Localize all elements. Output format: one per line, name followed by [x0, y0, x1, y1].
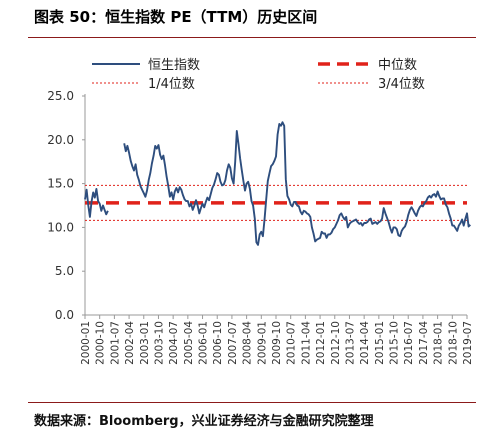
legend-label-series: 恒生指数: [148, 58, 200, 73]
x-tick-label: 2013-07: [344, 321, 356, 365]
y-tick-label: 0.0: [55, 308, 74, 322]
y-tick-label: 20.0: [47, 133, 74, 147]
x-tick-label: 2000-01: [80, 321, 92, 365]
y-axis: 0.0 5.0 10.0 15.0 20.0 25.0: [47, 89, 86, 322]
x-tick-label: 2018-10: [447, 321, 459, 365]
x-tick-label: 2000-10: [95, 321, 107, 365]
y-tick-label: 5.0: [55, 264, 74, 278]
legend-label-q3: 3/4位数: [378, 77, 425, 92]
x-tick-label: 2003-01: [139, 321, 151, 365]
legend-label-q1: 1/4位数: [148, 77, 195, 92]
y-tick-label: 15.0: [47, 177, 74, 191]
y-tick-label: 25.0: [47, 89, 74, 103]
x-tick-label: 2006-01: [198, 321, 210, 365]
x-tick-label: 2016-07: [403, 321, 415, 365]
x-tick-label: 2003-10: [153, 321, 165, 365]
x-tick-label: 2005-04: [183, 321, 195, 365]
x-tick-label: 2017-04: [418, 321, 430, 365]
x-tick-label: 2015-10: [389, 321, 401, 365]
x-tick-label: 2004-07: [168, 321, 180, 365]
x-tick-label: 2009-10: [271, 321, 283, 365]
chart-title: 图表 50：恒生指数 PE（TTM）历史区间: [34, 8, 318, 26]
x-tick-label: 2012-01: [315, 321, 327, 365]
title-rule: [28, 37, 476, 38]
x-tick-label: 2011-04: [300, 321, 312, 365]
x-tick-label: 2019-07: [462, 321, 474, 365]
x-tick-label: 2007-07: [227, 321, 239, 365]
y-tick-label: 10.0: [47, 220, 74, 234]
x-tick-label: 2010-07: [286, 321, 298, 365]
plot-area: [84, 121, 471, 246]
x-tick-label: 2001-07: [109, 321, 121, 365]
series-line: [84, 187, 109, 218]
x-tick-label: 2002-04: [124, 321, 136, 365]
x-tick-label: 2014-04: [359, 321, 371, 365]
legend: 恒生指数 中位数 1/4位数 3/4位数: [92, 58, 425, 92]
legend-label-median: 中位数: [378, 58, 417, 73]
x-tick-label: 2015-01: [374, 321, 386, 365]
x-axis: 2000-01 2000-10 2001-07 2002-04 2003-01 2003-…: [80, 314, 474, 365]
x-tick-label: 2009-01: [256, 321, 268, 365]
series-line: [123, 121, 471, 246]
x-tick-label: 2012-10: [330, 321, 342, 365]
reference-lines: [85, 184, 467, 221]
x-tick-label: 2008-04: [242, 321, 254, 365]
x-tick-label: 2006-10: [212, 321, 224, 365]
x-tick-label: 2018-01: [433, 321, 445, 365]
source-note: 数据来源：Bloomberg，兴业证券经济与金融研究院整理: [34, 414, 374, 429]
source-rule: [28, 402, 476, 403]
